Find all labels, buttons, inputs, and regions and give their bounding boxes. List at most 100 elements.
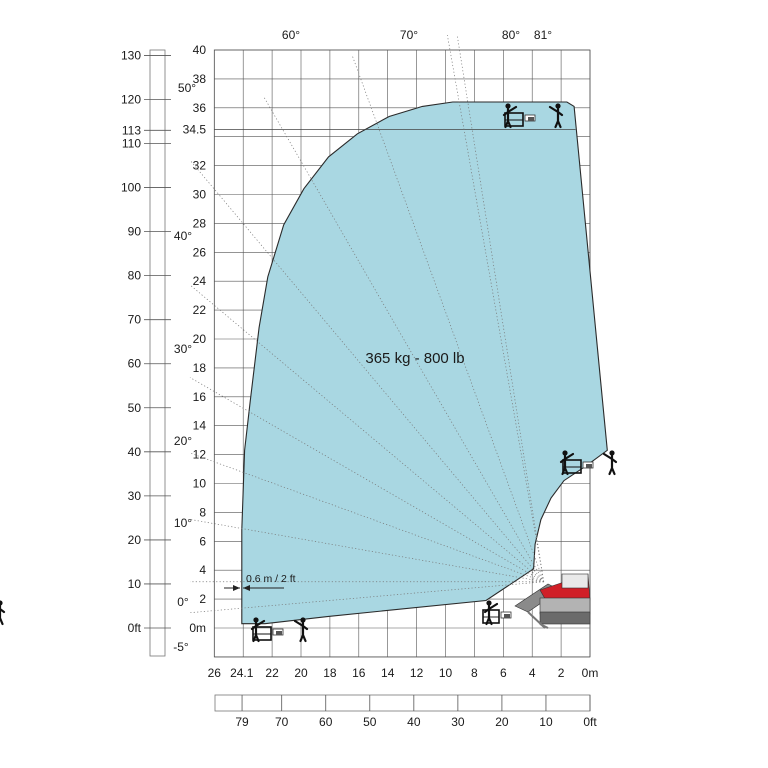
person-head — [505, 103, 511, 109]
angle-ray — [263, 96, 545, 582]
ft-scale-bar-bottom — [214, 694, 591, 712]
y-tick-m: 30 — [193, 188, 207, 202]
x-tick-m: 20 — [294, 666, 308, 680]
y-tick-m: 10 — [193, 477, 207, 491]
y-tick-m: 22 — [193, 303, 207, 317]
y-tick-ft: 10 — [128, 577, 142, 591]
platform-side-person-right — [602, 450, 618, 476]
platform-near-basket — [482, 609, 512, 624]
y-tick-ft: 120 — [121, 92, 141, 106]
platform-low-basket — [252, 626, 284, 641]
y-tick-m: 40 — [193, 43, 207, 57]
x-tick-ft: 60 — [319, 715, 333, 729]
basket-frame — [562, 459, 582, 474]
telehandler-machine — [514, 573, 591, 629]
machine-silhouettes — [0, 103, 618, 643]
x-tick-ft: 79 — [235, 715, 249, 729]
angle-label-10: 10° — [174, 516, 192, 530]
y-tick-m: 38 — [193, 72, 207, 86]
angle-ray — [447, 34, 545, 582]
y-tick-ft: 60 — [128, 357, 142, 371]
angle-ray — [456, 34, 545, 582]
y-tick-ft: 30 — [128, 489, 142, 503]
x-tick-m: 2 — [558, 666, 565, 680]
person-body — [602, 452, 618, 476]
person-head — [300, 617, 306, 623]
basket-head-detail — [276, 631, 282, 635]
platform-top-basket — [504, 112, 536, 127]
basket-head-detail — [586, 464, 592, 468]
y-tick-ft: 0ft — [128, 621, 142, 635]
y-tick-ft: 80 — [128, 269, 142, 283]
angle-ray — [351, 55, 545, 582]
person-head — [486, 600, 492, 606]
angle-label-50: 50° — [178, 81, 196, 95]
x-tick-m: 12 — [410, 666, 424, 680]
x-tick-ft: 20 — [495, 715, 509, 729]
x-tick-m: 16 — [352, 666, 366, 680]
basket-frame — [504, 112, 524, 127]
angle-label-70: 70° — [400, 28, 418, 42]
platform-low-person-right — [293, 617, 309, 643]
y-tick-ft: 50 — [128, 401, 142, 415]
y-tick-m: 6 — [199, 534, 206, 548]
y-tick-m: 12 — [193, 448, 207, 462]
x-tick-ft: 0ft — [583, 715, 597, 729]
angle-ray — [189, 452, 544, 583]
y-tick-ft: 70 — [128, 313, 142, 327]
y-tick-ft: 20 — [128, 533, 142, 547]
x-tick-ft: 30 — [451, 715, 465, 729]
platform-top-person-right — [548, 103, 564, 129]
x-tick-ft: 40 — [407, 715, 421, 729]
person-body — [483, 602, 499, 626]
angle-label-80: 80° — [502, 28, 520, 42]
platform-near-person-left — [483, 600, 499, 626]
y-tick-m: 34.5 — [183, 122, 207, 136]
person-head — [253, 617, 259, 623]
basket-head-detail — [504, 614, 510, 618]
person-body — [548, 105, 564, 129]
person-head — [555, 103, 561, 109]
person-head — [0, 600, 3, 606]
platform-top-person-left — [502, 103, 518, 129]
y-tick-m: 14 — [193, 419, 207, 433]
angle-ray — [189, 284, 544, 583]
y-tick-ft: 40 — [128, 445, 142, 459]
person-body — [293, 619, 309, 643]
x-tick-m: 0m — [582, 666, 599, 680]
angle-ray — [189, 519, 544, 583]
basket-frame — [252, 626, 272, 641]
y-tick-m: 2 — [199, 592, 206, 606]
y-tick-m: 28 — [193, 216, 207, 230]
offset-marker: 0.6 m / 2 ft — [224, 573, 296, 591]
basket-frame — [482, 609, 500, 624]
y-tick-m: 16 — [193, 390, 207, 404]
y-tick-m: 4 — [199, 563, 206, 577]
track — [539, 611, 591, 625]
x-tick-ft: 70 — [275, 715, 289, 729]
y-tick-ft: 110 — [122, 137, 141, 151]
angle-label--5: -5° — [173, 640, 189, 654]
x-tick-m: 10 — [439, 666, 453, 680]
person-body — [250, 619, 266, 643]
offset-label: 0.6 m / 2 ft — [246, 573, 296, 585]
person-body — [0, 604, 6, 626]
x-tick-m: 22 — [265, 666, 279, 680]
y-tick-m: 18 — [193, 361, 207, 375]
y-tick-ft: 113 — [122, 123, 141, 137]
y-tick-ft: 90 — [128, 225, 142, 239]
y-tick-ft: 100 — [121, 181, 141, 195]
y-tick-m: 32 — [193, 159, 207, 173]
x-tick-m: 4 — [529, 666, 536, 680]
angle-label-60: 60° — [282, 28, 300, 42]
x-tick-ft: 50 — [363, 715, 377, 729]
angle-label-0: 0° — [177, 595, 189, 609]
y-tick-m: 20 — [193, 332, 207, 346]
reach-envelope — [241, 101, 608, 625]
y-tick-m: 24 — [193, 274, 207, 288]
platform-near-person-right — [0, 600, 6, 626]
cab — [561, 573, 589, 589]
ft-scale-bar — [149, 49, 166, 657]
